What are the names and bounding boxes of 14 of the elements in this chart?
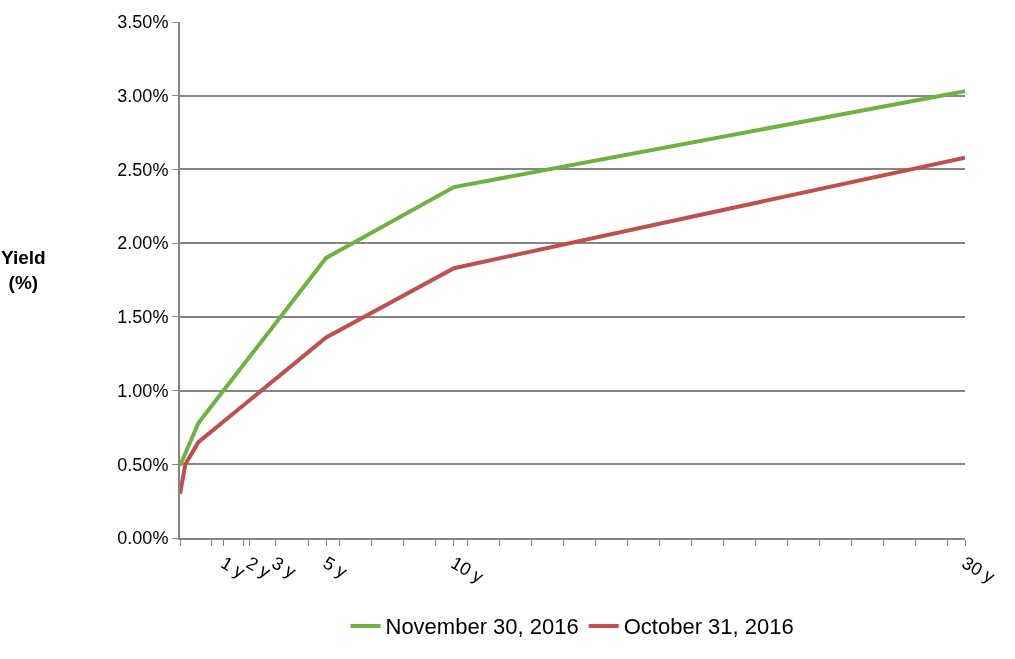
x-tick-label: 30 y xyxy=(958,552,998,587)
y-tick-label: 3.50% xyxy=(117,12,169,33)
legend-label: October 31, 2016 xyxy=(623,614,794,640)
x-tick-label: 10 y xyxy=(447,552,487,587)
y-tick-label: 1.00% xyxy=(117,380,169,401)
y-tick-label: 3.00% xyxy=(117,86,169,107)
legend-label: November 30, 2016 xyxy=(385,614,579,640)
y-axis-title: Yield (%) xyxy=(1,247,46,293)
y-tick-label: 2.00% xyxy=(117,233,169,254)
y-tick-label: 0.50% xyxy=(117,454,169,475)
y-tick-label: 2.50% xyxy=(117,159,169,180)
x-tick-label: 5 y xyxy=(319,552,351,582)
y-tick-label: 1.50% xyxy=(117,307,169,328)
y-tick-label: 0.00% xyxy=(117,528,169,549)
